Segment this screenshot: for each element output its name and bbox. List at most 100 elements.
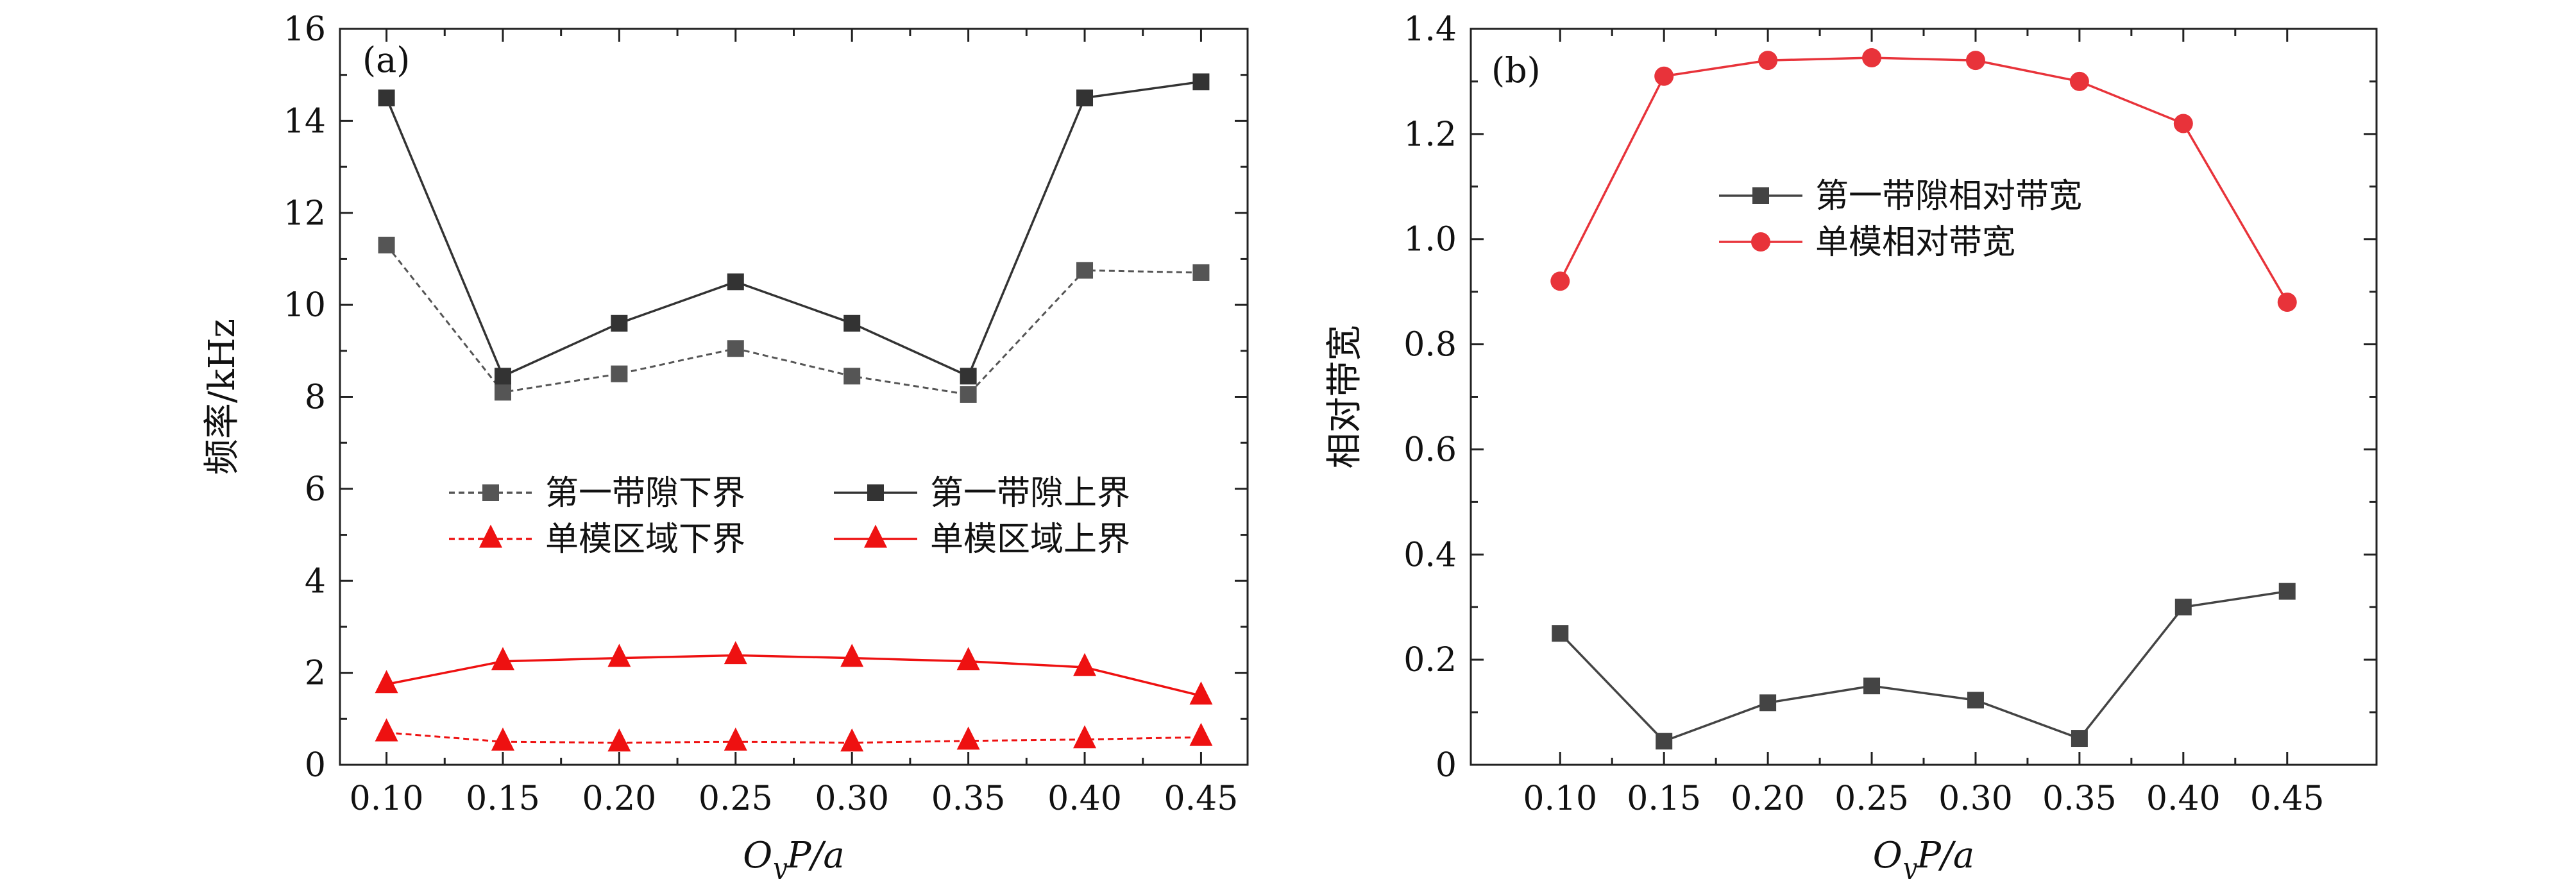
panel-b-chart: 0.10 0.15 0.20 0.25 0.30 0.35 0.40 0.45 0 0.2 0.4 0… — [1324, 10, 2378, 879]
data-point — [956, 647, 980, 670]
y-tick-label: 16 — [284, 10, 326, 49]
y-axis-title: 相对带宽 — [1324, 325, 1366, 469]
x-tick-label: 0.35 — [2042, 780, 2117, 818]
x-tick-label: 0.45 — [1164, 780, 1239, 818]
panel-a-chart: 0.10 0.15 0.20 0.25 0.30 0.35 0.40 0.45 0 2 4 6 8 10 1… — [201, 10, 1249, 879]
data-point — [1552, 625, 1569, 642]
x-axis-title: OyP/a — [1873, 835, 1974, 879]
legend-label: 第一带隙上界 — [930, 474, 1130, 513]
x-axis-title-part: O — [743, 835, 772, 876]
data-point — [727, 273, 744, 291]
panel-label: (b) — [1491, 50, 1541, 90]
x-tick-label: 0.25 — [1835, 780, 1909, 818]
x-tick-label: 0.10 — [350, 780, 424, 818]
data-point — [1189, 722, 1213, 746]
x-axis-title-part: P/a — [786, 835, 845, 876]
y-tick-label: 0 — [1436, 746, 1457, 785]
data-point — [491, 647, 514, 670]
data-point — [1863, 678, 1881, 695]
data-point — [1967, 692, 1984, 709]
series-line — [385, 80, 1201, 378]
data-point — [494, 384, 511, 401]
legend-label: 第一带隙相对带宽 — [1815, 177, 2082, 216]
plot-frame — [1470, 28, 2378, 766]
y-tick-label: 6 — [305, 470, 326, 509]
x-tick-label: 0.15 — [1627, 780, 1701, 818]
y-tick-label: 10 — [284, 286, 326, 325]
data-point — [1862, 48, 1882, 68]
y-tick-label: 0.8 — [1403, 326, 1457, 364]
x-tick-label: 0.15 — [466, 780, 540, 818]
y-tick-label: 4 — [305, 562, 326, 601]
data-point — [607, 728, 631, 752]
data-point — [1076, 89, 1094, 107]
x-tick-label: 0.45 — [2250, 780, 2325, 818]
y-tick-label: 8 — [305, 379, 326, 417]
legend-label: 单模区域上界 — [930, 520, 1130, 559]
y-tick-label: 12 — [284, 194, 326, 233]
legend-label: 单模区域下界 — [545, 520, 745, 559]
x-tick-label: 0.20 — [1731, 780, 1805, 818]
legend-marker — [867, 484, 884, 501]
data-point — [1192, 73, 1210, 90]
data-point — [611, 365, 628, 382]
y-axis-title: 频率/kHz — [201, 319, 243, 475]
data-point — [611, 314, 628, 332]
data-point — [1965, 51, 1985, 71]
legend-label: 第一带隙下界 — [545, 474, 745, 513]
data-point — [724, 727, 747, 751]
data-point — [843, 314, 861, 332]
data-point — [724, 641, 747, 665]
x-tick-label: 0.25 — [699, 780, 773, 818]
data-point — [1189, 681, 1213, 705]
x-tick-label: 0.10 — [1523, 780, 1597, 818]
data-point — [1654, 66, 1674, 86]
data-point — [2071, 730, 2088, 747]
data-point — [378, 89, 395, 107]
series-line — [1559, 56, 2289, 303]
data-point — [1758, 51, 1778, 71]
data-point — [378, 236, 395, 253]
data-point — [2277, 293, 2297, 312]
series-line — [386, 244, 1201, 396]
data-point — [1073, 725, 1097, 749]
y-tick-label: 1.0 — [1403, 221, 1457, 259]
plot-frame — [339, 28, 1249, 766]
series-line — [386, 731, 1201, 744]
y-tick-label: 0.4 — [1403, 536, 1457, 574]
x-tick-label: 0.35 — [931, 780, 1006, 818]
y-tick-label: 0 — [305, 746, 326, 785]
y-tick-label: 0.2 — [1403, 641, 1457, 679]
legend-marker — [479, 524, 502, 548]
series-line — [386, 654, 1201, 697]
legend-label: 单模相对带宽 — [1815, 223, 2015, 262]
data-point — [491, 727, 514, 751]
data-point — [375, 718, 398, 742]
data-point — [607, 644, 631, 667]
x-tick-label: 0.30 — [1938, 780, 2013, 818]
x-axis-title-subscript: y — [771, 853, 788, 879]
data-point — [956, 726, 980, 750]
legend-marker — [482, 484, 499, 501]
x-tick-label: 0.20 — [582, 780, 656, 818]
data-point — [1192, 264, 1210, 281]
x-tick-label: 0.40 — [2146, 780, 2221, 818]
x-axis-title-subscript: y — [1901, 853, 1918, 879]
data-point — [1759, 694, 1777, 712]
data-point — [375, 670, 398, 694]
x-axis-title: OyP/a — [743, 835, 844, 879]
data-point — [727, 340, 744, 357]
x-tick-label: 0.40 — [1047, 780, 1122, 818]
data-point — [843, 368, 861, 385]
legend-marker — [864, 524, 887, 548]
data-point — [1656, 733, 1673, 750]
panel-label: (a) — [362, 40, 410, 80]
y-tick-label: 2 — [305, 654, 326, 693]
x-tick-label: 0.30 — [815, 780, 889, 818]
y-tick-label: 1.2 — [1403, 115, 1457, 154]
data-point — [2069, 71, 2089, 91]
data-point — [840, 728, 864, 752]
y-tick-label: 0.6 — [1403, 431, 1457, 469]
